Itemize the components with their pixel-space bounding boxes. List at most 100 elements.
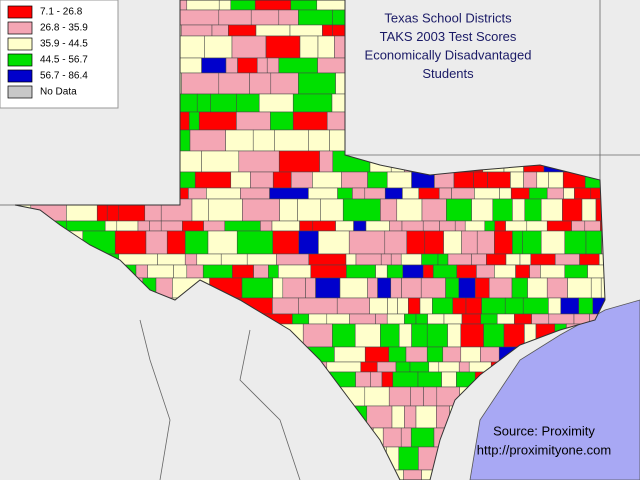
district (322, 24, 333, 37)
district (419, 297, 433, 315)
district (417, 371, 442, 388)
district (238, 150, 280, 173)
district (524, 198, 542, 222)
district (398, 446, 419, 471)
district (585, 230, 602, 255)
district (512, 198, 526, 222)
district (564, 230, 587, 255)
district (409, 361, 430, 373)
district (377, 277, 392, 299)
district (529, 264, 541, 279)
district (426, 323, 448, 348)
district (480, 313, 498, 325)
district (203, 220, 226, 232)
district (474, 187, 500, 200)
district (308, 187, 338, 200)
district (456, 264, 477, 279)
district (530, 253, 556, 266)
district (375, 313, 388, 325)
district (415, 405, 437, 429)
district (421, 253, 439, 266)
district (224, 220, 261, 232)
district (387, 297, 398, 315)
district (519, 253, 532, 266)
district (432, 297, 454, 315)
district (494, 264, 516, 279)
district (411, 323, 428, 348)
district (274, 129, 309, 152)
district (423, 386, 438, 407)
district (332, 9, 346, 26)
district (486, 253, 507, 266)
district (380, 323, 400, 348)
district (384, 187, 403, 200)
district (471, 253, 487, 266)
district (567, 277, 592, 299)
district (302, 323, 333, 348)
district (410, 427, 435, 448)
district (271, 220, 300, 232)
title-block: Texas School Districts TAKS 2003 Test Sco… (365, 10, 532, 81)
legend-label: 35.9 - 44.5 (40, 39, 88, 50)
district (445, 277, 460, 299)
district (503, 323, 525, 348)
district (317, 35, 335, 59)
district (458, 361, 470, 373)
district (116, 220, 139, 232)
district (420, 277, 446, 299)
district (255, 24, 291, 37)
district (522, 230, 542, 255)
district (160, 220, 183, 232)
district (272, 297, 299, 315)
district (180, 24, 213, 37)
district (232, 264, 254, 279)
district (236, 93, 260, 113)
district (210, 93, 237, 113)
district (298, 230, 319, 255)
district (441, 371, 457, 388)
district (201, 150, 240, 173)
district (319, 150, 334, 173)
district (218, 72, 250, 95)
district (381, 371, 394, 388)
district (494, 220, 506, 232)
district (546, 220, 572, 232)
district (173, 264, 188, 279)
district (443, 313, 463, 325)
district (424, 230, 444, 255)
district (339, 277, 368, 299)
district (305, 277, 316, 299)
district (355, 371, 371, 388)
district (149, 220, 162, 232)
district (211, 24, 229, 37)
district (392, 371, 419, 388)
district (391, 405, 405, 429)
district (384, 230, 408, 255)
district (270, 72, 299, 95)
district (182, 220, 204, 232)
district (548, 297, 562, 315)
district (308, 313, 328, 325)
district (386, 264, 404, 279)
district (395, 361, 411, 373)
district (355, 253, 382, 266)
district (546, 277, 568, 299)
title-line: Economically Disadvantaged (365, 47, 532, 62)
district (504, 297, 524, 315)
district (353, 220, 367, 232)
district (218, 0, 232, 11)
district (256, 57, 268, 74)
district (474, 277, 490, 299)
legend-label: 7.1 - 26.8 (40, 7, 83, 18)
district (390, 277, 402, 299)
district (447, 323, 462, 348)
district (460, 323, 484, 348)
district (432, 264, 458, 279)
district (312, 220, 336, 232)
district (360, 361, 378, 373)
district (403, 469, 422, 480)
district (276, 253, 310, 266)
district (402, 264, 424, 279)
district (427, 313, 445, 325)
district (242, 198, 280, 222)
